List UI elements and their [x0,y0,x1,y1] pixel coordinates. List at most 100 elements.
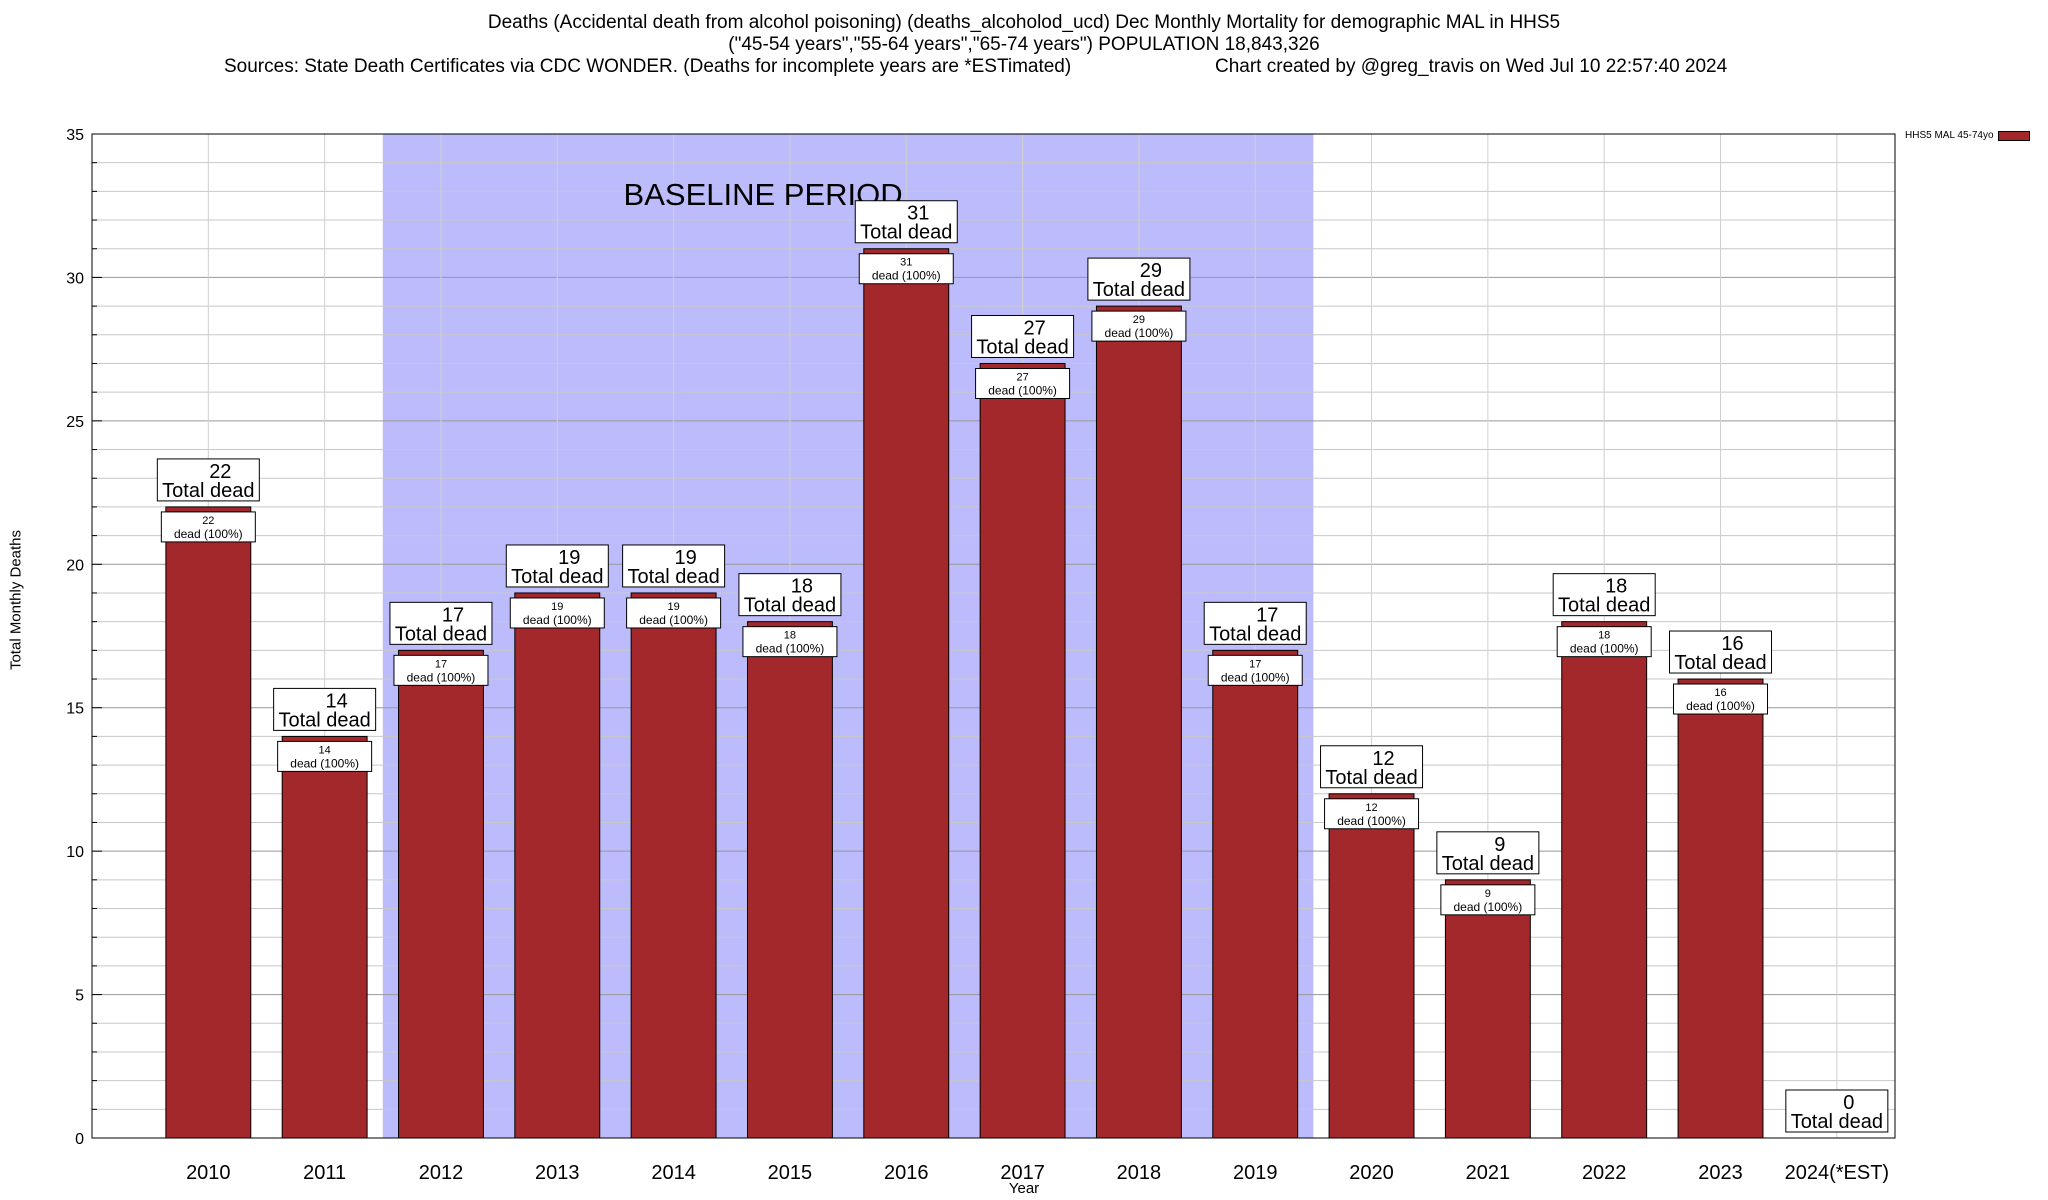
inner-label-value: 14 [319,744,331,756]
total-label-text: Total dead [1325,767,1417,789]
inner-label-text: dead (100%) [407,670,476,684]
total-label-text: Total dead [1209,623,1301,645]
y-tick-label: 30 [66,270,84,287]
total-label-box [1552,573,1656,617]
y-tick-label: 0 [75,1131,84,1148]
inner-label-box [1207,654,1303,686]
inner-label-text: dead (100%) [290,756,359,770]
inner-label-box [277,740,373,772]
x-tick-label: 2013 [535,1162,580,1184]
total-label-text: Total dead [395,623,487,645]
total-label-box [854,200,958,244]
x-tick-label: 2017 [1000,1162,1045,1184]
total-label-box [505,544,609,588]
inner-label-value: 29 [1133,314,1145,326]
total-label-value: 14 [326,690,348,712]
total-label-text: Total dead [627,566,719,588]
total-label-value: 19 [674,547,696,569]
y-tick-label: 15 [66,701,84,718]
inner-label-value: 19 [667,601,679,613]
total-label-box [1087,257,1191,301]
total-label-value: 19 [558,547,580,569]
bar [979,362,1066,1139]
inner-label-text: dead (100%) [1570,642,1639,656]
inner-label-box [975,367,1071,399]
x-tick-label: 2021 [1466,1162,1511,1184]
bar [1095,305,1182,1139]
x-tick-label: 2020 [1349,1162,1394,1184]
inner-label-box [160,511,256,543]
x-tick-label: 2024(*EST) [1785,1162,1890,1184]
bar [863,248,950,1139]
y-tick-label: 5 [75,988,84,1005]
total-label-box [156,458,260,502]
x-tick-label: 2016 [884,1162,929,1184]
total-label-box [273,687,377,731]
inner-label-text: dead (100%) [1105,326,1174,340]
x-tick-label: 2012 [419,1162,464,1184]
bar [1561,621,1648,1139]
x-tick-label: 2011 [303,1162,346,1184]
inner-label-text: dead (100%) [1337,814,1406,828]
total-label-text: Total dead [744,595,836,617]
x-tick-label: 2015 [768,1162,813,1184]
total-label-text: Total dead [278,709,370,731]
total-label-box [622,544,726,588]
total-label-value: 0 [1843,1092,1854,1114]
inner-label-text: dead (100%) [872,269,941,283]
legend-swatch [1997,130,2030,141]
chart-credit: Chart created by @greg_travis on Wed Jul… [1215,56,1728,77]
inner-label-value: 17 [435,658,447,670]
total-label-text: Total dead [976,336,1068,358]
total-label-text: Total dead [1558,595,1650,617]
total-label-box [738,573,842,617]
total-label-value: 29 [1140,260,1162,282]
inner-label-value: 16 [1714,687,1726,699]
inner-label-value: 19 [551,601,563,613]
inner-label-value: 31 [900,257,912,269]
inner-label-value: 12 [1365,802,1377,814]
total-label-text: Total dead [1442,853,1534,875]
total-label-box [971,314,1075,358]
x-axis-title: Year [1008,1180,1040,1197]
x-tick-label: 2019 [1233,1162,1278,1184]
y-axis-title: Total Monthly Deaths [7,529,25,671]
x-tick-label: 2023 [1698,1162,1743,1184]
x-tick-label: 2022 [1582,1162,1627,1184]
inner-label-value: 9 [1485,888,1491,900]
x-tick-label: 2010 [186,1162,231,1184]
total-label-box [1203,601,1307,645]
total-label-value: 9 [1494,834,1505,856]
y-tick-label: 25 [66,414,84,431]
bar [746,621,833,1139]
x-tick-label: 2018 [1117,1162,1162,1184]
inner-label-text: dead (100%) [1454,900,1523,914]
legend-label: HHS5 MAL 45-74yo [1905,130,1994,141]
inner-label-value: 22 [202,515,214,527]
total-label-text: Total dead [1674,652,1766,674]
total-label-text: Total dead [1093,279,1185,301]
inner-label-text: dead (100%) [1221,670,1290,684]
total-label-text: Total dead [1791,1111,1883,1133]
y-tick-label: 10 [66,844,84,861]
total-label-text: Total dead [162,480,254,502]
total-label-box [1785,1089,1889,1133]
total-label-text: Total dead [511,566,603,588]
total-label-value: 18 [1605,576,1627,598]
inner-label-value: 18 [1598,630,1610,642]
bar [514,592,601,1139]
y-axis-title-wrap: Total Monthly Deaths [4,0,28,1200]
bar [1328,793,1415,1139]
total-label-value: 16 [1721,633,1743,655]
inner-label-value: 27 [1016,371,1028,383]
legend: HHS5 MAL 45-74yo [1905,130,2030,141]
total-label-box [1669,630,1773,674]
total-label-value: 17 [1256,604,1278,626]
total-label-value: 17 [442,604,464,626]
inner-label-text: dead (100%) [523,613,592,627]
chart-title-line1: Deaths (Accidental death from alcohol po… [487,12,1561,33]
inner-label-value: 18 [784,630,796,642]
inner-label-value: 17 [1249,658,1261,670]
total-label-value: 18 [791,576,813,598]
